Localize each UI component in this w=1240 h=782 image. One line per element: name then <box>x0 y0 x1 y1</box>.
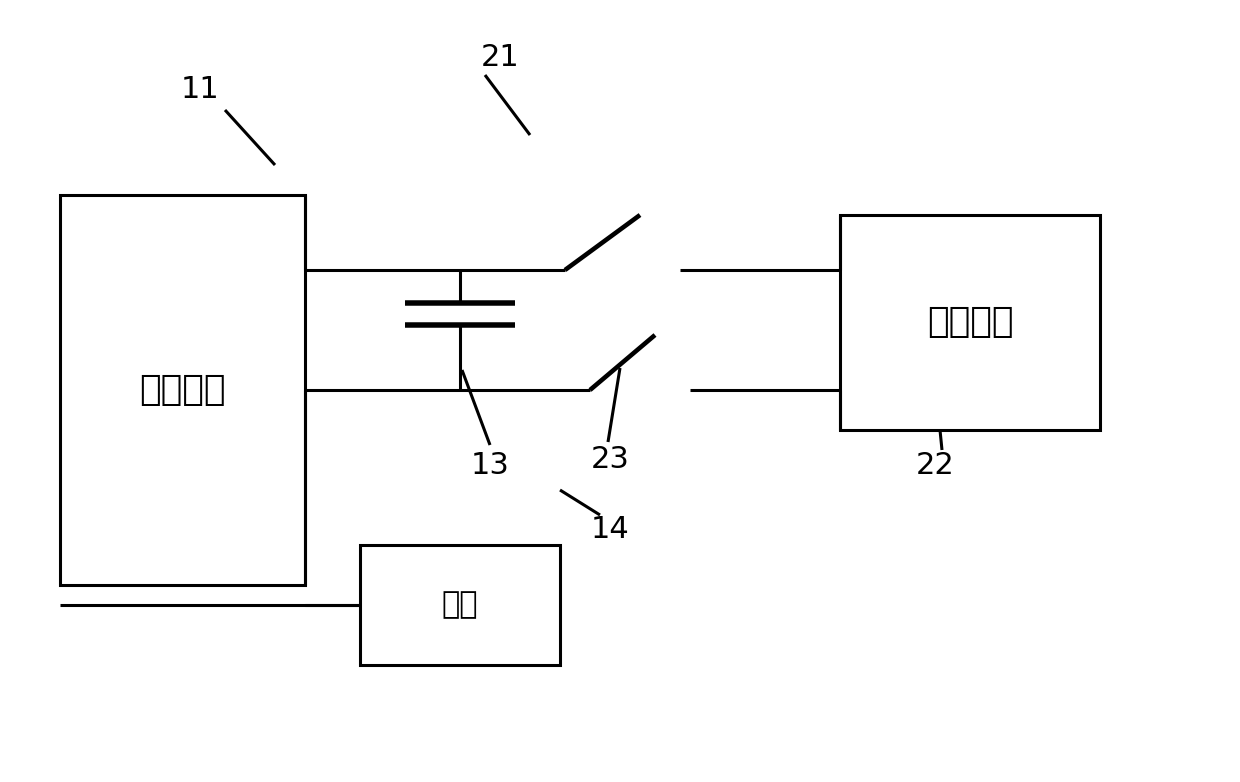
Text: 13: 13 <box>470 450 510 479</box>
Bar <box>60 195 305 585</box>
Text: 22: 22 <box>915 450 955 479</box>
Bar <box>839 215 1100 430</box>
Text: 23: 23 <box>590 446 630 475</box>
Text: 11: 11 <box>181 76 219 105</box>
Text: 21: 21 <box>481 44 520 73</box>
Text: 充电电路: 充电电路 <box>926 306 1013 339</box>
Text: 14: 14 <box>590 515 630 544</box>
Text: 电源: 电源 <box>441 590 479 619</box>
Text: 驱动电路: 驱动电路 <box>139 373 226 407</box>
Bar <box>360 545 560 665</box>
